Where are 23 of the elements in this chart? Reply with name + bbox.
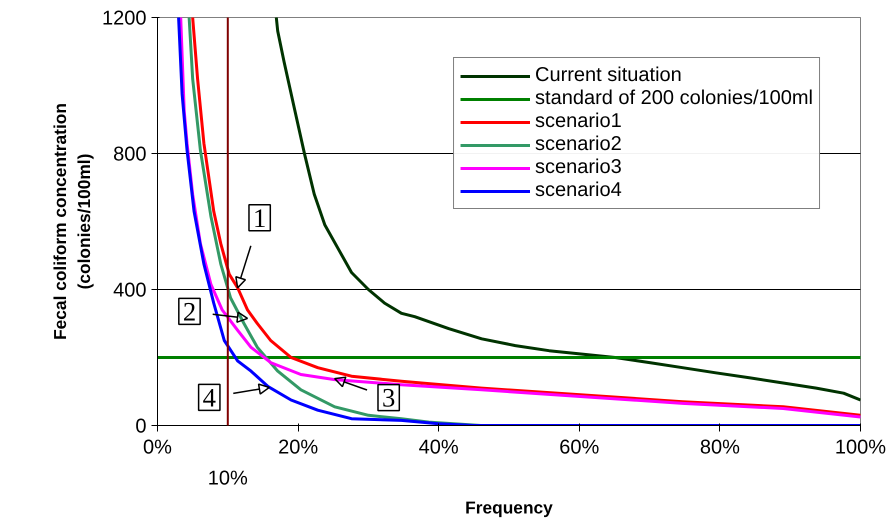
x-tick-label: 40%: [418, 436, 459, 458]
legend-label: scenario3: [535, 156, 622, 179]
legend-label: standard of 200 colonies/100ml: [535, 87, 813, 110]
legend-label: scenario4: [535, 179, 622, 202]
y-axis-title: Fecal coliform concentration (colonies/100ml): [50, 103, 94, 340]
x-tick-label: 60%: [559, 436, 600, 458]
ref-line-label: 10%: [208, 468, 248, 490]
annotation: 3: [382, 382, 396, 413]
annotation: 2: [182, 296, 196, 326]
y-tick-label: 0: [135, 416, 146, 438]
y-tick-label: 400: [113, 280, 147, 302]
legend-label: scenario1: [535, 110, 622, 133]
x-axis-title: Frequency: [465, 498, 554, 518]
x-tick-label: 100%: [834, 436, 886, 458]
x-tick-label: 20%: [278, 436, 318, 458]
annotation: 1: [252, 202, 266, 233]
y-tick-label: 1200: [102, 8, 147, 30]
x-tick-label: 0%: [143, 436, 172, 458]
x-tick-label: 80%: [700, 436, 740, 458]
annotation: 4: [202, 382, 216, 412]
legend-label: scenario2: [535, 133, 622, 156]
legend-label: Current situation: [535, 64, 682, 87]
y-tick-label: 800: [113, 144, 147, 166]
